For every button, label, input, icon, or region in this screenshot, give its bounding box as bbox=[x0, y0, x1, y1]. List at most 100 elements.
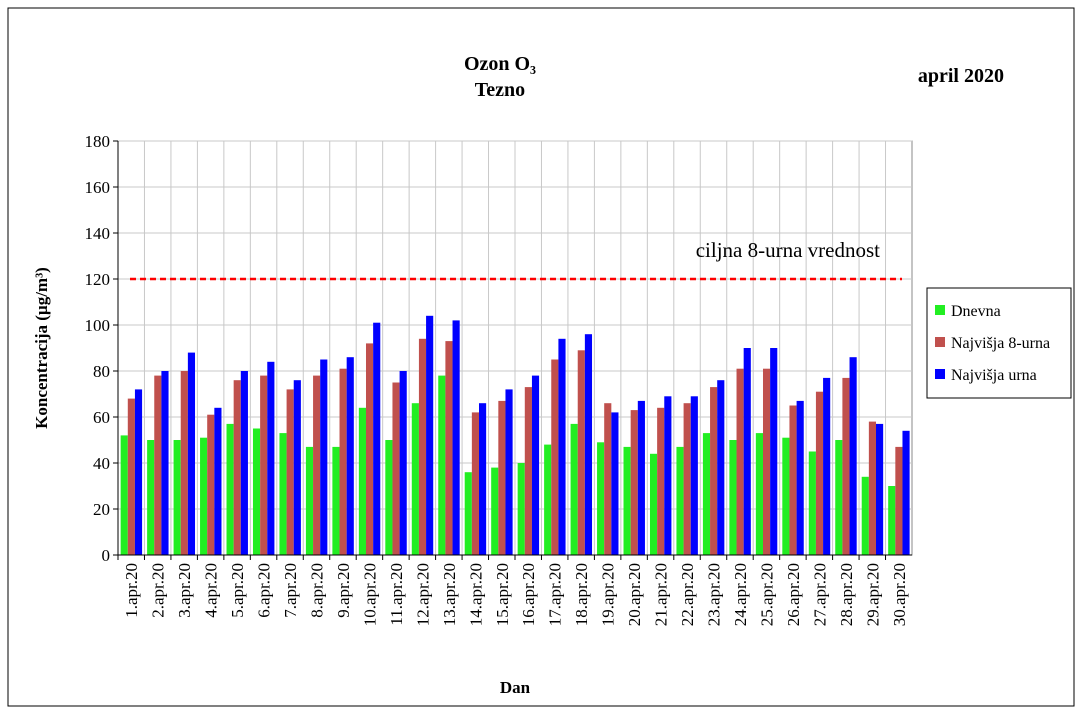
bar bbox=[743, 348, 751, 555]
bar bbox=[755, 433, 763, 555]
bar bbox=[861, 476, 869, 555]
x-tick-label: 27.apr.20 bbox=[810, 563, 829, 626]
bar bbox=[657, 407, 665, 555]
x-tick-label: 25.apr.20 bbox=[757, 563, 776, 626]
y-tick-label: 20 bbox=[93, 500, 110, 519]
bar bbox=[796, 400, 804, 555]
bar bbox=[120, 435, 128, 555]
bar bbox=[346, 357, 354, 555]
bar bbox=[842, 377, 850, 555]
bar bbox=[597, 442, 605, 555]
bar bbox=[690, 396, 698, 555]
bar bbox=[637, 400, 645, 555]
bar bbox=[570, 423, 578, 555]
bar bbox=[782, 437, 790, 555]
x-tick-label: 12.apr.20 bbox=[413, 563, 432, 626]
bar bbox=[736, 368, 744, 555]
y-tick-label: 160 bbox=[85, 178, 111, 197]
bar bbox=[584, 334, 593, 555]
bar bbox=[214, 407, 222, 555]
bar bbox=[373, 322, 381, 555]
bar bbox=[789, 405, 797, 555]
bar bbox=[762, 368, 771, 555]
bar bbox=[226, 423, 234, 555]
bar bbox=[233, 380, 241, 555]
bar bbox=[808, 451, 816, 555]
y-tick-label: 140 bbox=[85, 224, 111, 243]
bar bbox=[604, 403, 612, 555]
bar bbox=[385, 440, 393, 555]
x-tick-label: 30.apr.20 bbox=[890, 563, 909, 626]
x-tick-label: 5.apr.20 bbox=[228, 563, 247, 618]
bar bbox=[399, 371, 407, 555]
x-tick-label: 23.apr.20 bbox=[705, 563, 724, 626]
x-tick-label: 1.apr.20 bbox=[122, 563, 141, 618]
bar bbox=[240, 371, 248, 555]
legend-label: Najvišja urna bbox=[951, 367, 1037, 384]
bar bbox=[710, 387, 718, 555]
y-tick-label: 40 bbox=[93, 454, 110, 473]
x-tick-label: 21.apr.20 bbox=[652, 563, 671, 626]
legend-swatch bbox=[935, 305, 945, 315]
x-tick-label: 3.apr.20 bbox=[175, 563, 194, 618]
x-tick-label: 14.apr.20 bbox=[466, 563, 485, 626]
x-tick-label: 10.apr.20 bbox=[360, 563, 379, 626]
reference-label: ciljna 8-urna vrednost bbox=[696, 238, 880, 262]
bar bbox=[260, 375, 268, 555]
bar bbox=[702, 433, 711, 555]
x-tick-label: 18.apr.20 bbox=[572, 563, 591, 626]
bar bbox=[392, 382, 400, 555]
bar bbox=[471, 412, 480, 555]
bar bbox=[505, 389, 513, 555]
bar bbox=[313, 375, 321, 555]
bar bbox=[464, 472, 472, 555]
bar bbox=[683, 403, 691, 555]
x-tick-label: 7.apr.20 bbox=[281, 563, 300, 618]
y-tick-label: 60 bbox=[93, 408, 110, 427]
bar bbox=[531, 375, 540, 555]
bar bbox=[173, 440, 181, 555]
bar bbox=[411, 403, 419, 555]
bar bbox=[558, 338, 566, 555]
bar bbox=[770, 348, 778, 555]
bar bbox=[332, 446, 340, 555]
bar bbox=[438, 375, 446, 555]
bar bbox=[895, 446, 903, 555]
bar bbox=[127, 398, 135, 555]
bar bbox=[365, 343, 374, 555]
bar bbox=[358, 407, 366, 555]
legend-swatch bbox=[935, 337, 945, 347]
bar bbox=[823, 377, 831, 555]
x-tick-label: 15.apr.20 bbox=[493, 563, 512, 626]
x-tick-label: 8.apr.20 bbox=[308, 563, 327, 618]
bar bbox=[551, 359, 559, 555]
legend-box bbox=[926, 287, 1072, 399]
bar bbox=[676, 446, 684, 555]
bar bbox=[293, 380, 301, 555]
y-tick-label: 120 bbox=[85, 270, 111, 289]
x-tick-label: 19.apr.20 bbox=[599, 563, 618, 626]
annotation: april 2020 bbox=[918, 65, 1004, 87]
bar bbox=[544, 444, 552, 555]
bar bbox=[623, 446, 631, 555]
bar bbox=[491, 467, 499, 555]
bar bbox=[498, 400, 506, 555]
bar bbox=[445, 341, 453, 555]
bar bbox=[868, 421, 877, 555]
bar bbox=[320, 359, 328, 555]
chart-title: Ozon O₃ bbox=[464, 53, 536, 75]
bar bbox=[835, 440, 843, 555]
x-tick-label: 16.apr.20 bbox=[519, 563, 538, 626]
bar bbox=[479, 403, 487, 555]
x-tick-label: 24.apr.20 bbox=[731, 563, 750, 626]
bar bbox=[849, 357, 857, 555]
y-tick-label: 80 bbox=[93, 362, 110, 381]
bar bbox=[524, 387, 532, 555]
x-tick-label: 6.apr.20 bbox=[255, 563, 274, 618]
bar bbox=[902, 430, 910, 555]
y-tick-label: 0 bbox=[102, 546, 111, 565]
bar bbox=[134, 389, 143, 555]
bar bbox=[305, 446, 314, 555]
bar bbox=[876, 423, 884, 555]
